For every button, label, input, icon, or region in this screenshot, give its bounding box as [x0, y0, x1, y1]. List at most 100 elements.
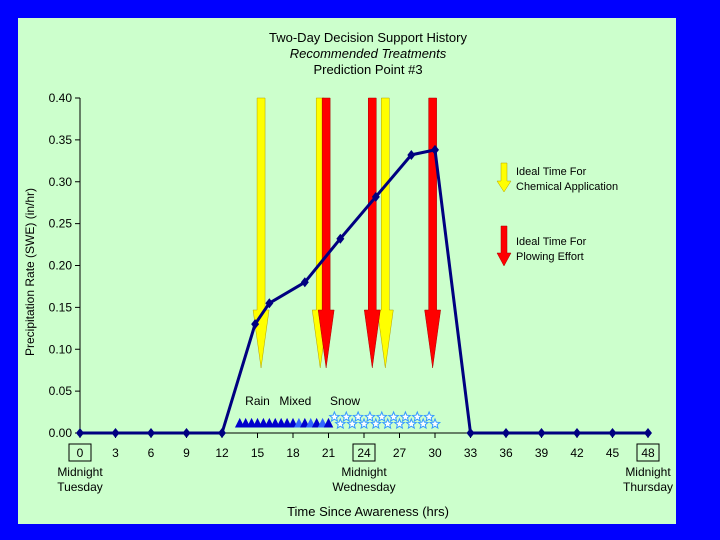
snow-marker [375, 410, 388, 423]
rain-marker [252, 417, 263, 428]
legend-chemical-line1: Ideal Time For [516, 166, 587, 178]
snow-marker [334, 417, 347, 430]
legend-chemical-line2: Chemical Application [516, 181, 618, 193]
day-label-line1: Midnight [57, 465, 103, 479]
day-label-line1: Midnight [625, 465, 671, 479]
mixed-marker [317, 417, 328, 428]
rain-marker [276, 417, 286, 428]
plot-area: 0.000.050.100.150.200.250.300.350.400 3 6 9… [49, 91, 673, 494]
day-label-line2: Wednesday [332, 480, 395, 494]
snow-marker [346, 417, 359, 430]
legend-plowing-line2: Plowing Effort [516, 251, 584, 263]
legend-plowing-line1: Ideal Time For [516, 236, 587, 248]
x-tick-label: 45 [606, 446, 620, 460]
mixed-marker [323, 417, 334, 428]
snow-marker [369, 417, 382, 430]
snow-marker [381, 417, 394, 430]
precip-rate-point [644, 428, 652, 438]
precip-rate-point [251, 319, 260, 330]
day-label-line1: Midnight [341, 465, 387, 479]
snow-marker [405, 417, 418, 430]
x-tick-label: 39 [535, 446, 549, 460]
snow-marker [363, 410, 376, 423]
precip-rate-line [80, 148, 648, 435]
y-tick-label: 0.00 [49, 426, 73, 440]
plowing-effort-arrow [317, 97, 335, 369]
precip-rate-point [265, 298, 274, 309]
day-label-line2: Thursday [623, 480, 673, 494]
y-tick-label: 0.25 [49, 217, 73, 231]
x-tick-label: 12 [215, 446, 229, 460]
precip-rate-point [407, 149, 416, 160]
x-tick-label: 18 [286, 446, 300, 460]
x-tick-label: 27 [393, 446, 407, 460]
x-tick-box [352, 443, 376, 462]
rain-marker [264, 417, 275, 428]
x-tick-label: 0 [77, 446, 84, 460]
mixed-marker [288, 417, 298, 428]
chart-subtitle: Recommended Treatments [290, 46, 447, 61]
y-tick-label: 0.10 [49, 342, 73, 356]
y-tick-label: 0.20 [49, 259, 73, 273]
y-axis-label: Precipitation Rate (SWE) (in/hr) [23, 188, 37, 356]
y-tick-label: 0.05 [49, 384, 73, 398]
rain-marker [282, 417, 292, 428]
mixed-marker [305, 417, 316, 428]
x-axis-label: Time Since Awareness (hrs) [287, 504, 449, 519]
x-tick-label: 3 [112, 446, 119, 460]
snow-marker [423, 410, 436, 423]
snow-marker [428, 417, 442, 430]
precip-rate-point [111, 428, 120, 438]
mixed-marker [311, 417, 322, 428]
snow-marker [357, 417, 371, 430]
precip-rate-point [147, 428, 155, 438]
legend-plowing-arrow [496, 225, 512, 267]
x-tick-label: 21 [322, 446, 336, 460]
snow-marker [328, 410, 341, 423]
precip-type-label: Mixed [279, 394, 311, 408]
x-tick-label: 48 [641, 446, 655, 460]
snow-marker [387, 410, 400, 423]
legend-chemical-arrow [496, 162, 512, 193]
x-tick-label: 6 [148, 446, 155, 460]
rain-marker [234, 417, 245, 428]
precip-rate-point [431, 144, 439, 155]
rain-marker [258, 417, 269, 428]
chart-panel [18, 18, 676, 524]
precip-rate-point [573, 428, 581, 438]
chart-title: Two-Day Decision Support History [269, 30, 467, 45]
x-tick-label: 33 [464, 446, 478, 460]
mixed-marker [294, 417, 304, 428]
precip-rate-point [336, 233, 345, 244]
snow-marker [411, 410, 424, 423]
snow-marker [393, 417, 406, 430]
snow-marker [399, 410, 412, 423]
snow-marker [352, 410, 365, 423]
chemical-application-arrow [377, 97, 394, 369]
precip-rate-point [502, 428, 510, 438]
x-tick-label: 9 [183, 446, 190, 460]
plowing-effort-arrow [363, 97, 381, 369]
y-tick-label: 0.35 [49, 133, 73, 147]
precip-rate-point [466, 428, 475, 438]
precip-rate-point [537, 428, 546, 438]
mixed-marker [300, 417, 310, 428]
precip-rate-point [371, 191, 380, 202]
y-tick-label: 0.15 [49, 300, 73, 314]
y-tick-label: 0.30 [49, 175, 73, 189]
rain-marker [240, 417, 251, 428]
rain-marker [246, 417, 257, 428]
x-tick-label: 36 [499, 446, 513, 460]
rain-marker [270, 417, 281, 428]
precip-type-label: Snow [330, 394, 360, 408]
x-tick-label: 15 [251, 446, 265, 460]
precip-rate-point [300, 277, 309, 288]
snow-marker [417, 417, 430, 430]
precip-rate-point [608, 428, 617, 438]
precip-rate-point [218, 428, 226, 438]
chart-subtitle-2: Prediction Point #3 [313, 62, 422, 77]
precip-rate-point [76, 428, 84, 438]
snow-marker [340, 410, 353, 423]
y-tick-label: 0.40 [49, 91, 73, 105]
